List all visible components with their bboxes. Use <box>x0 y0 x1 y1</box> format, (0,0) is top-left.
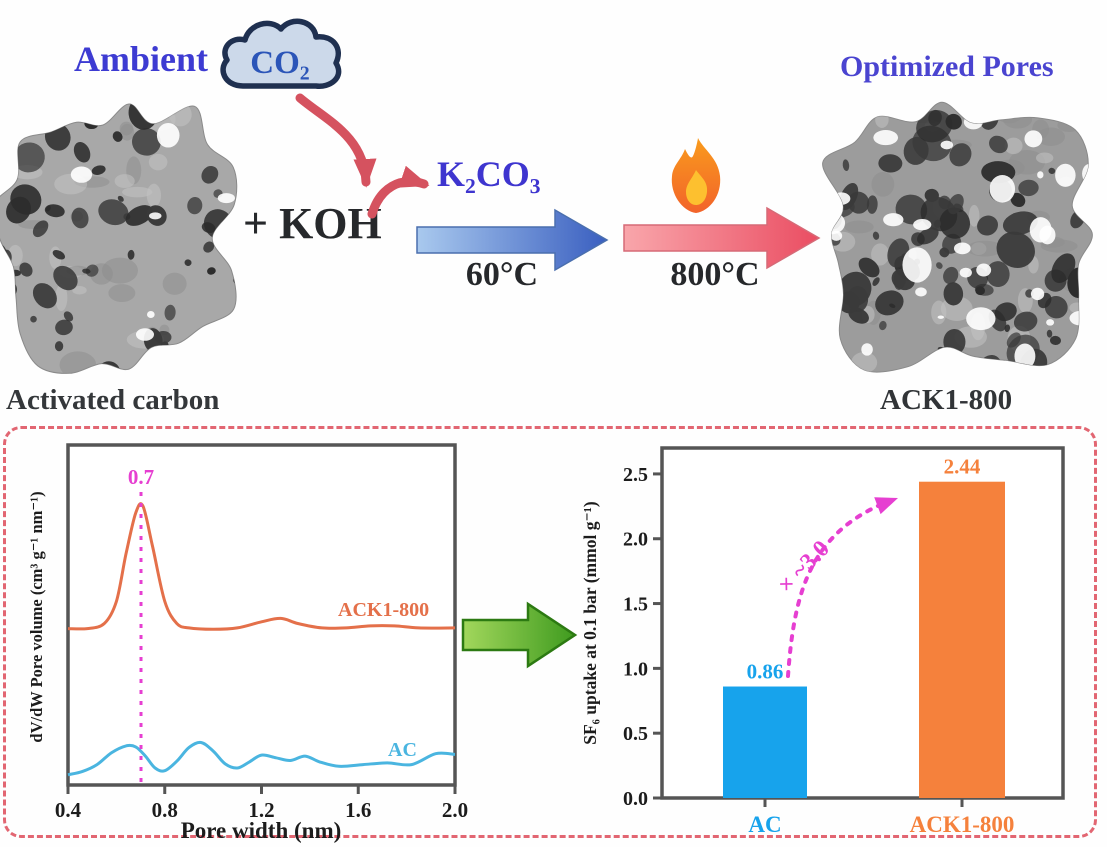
activated-carbon-cube-image <box>0 103 238 374</box>
legend-ac: AC <box>388 739 417 761</box>
ambient-label: Ambient <box>74 39 208 79</box>
left-chart-axes: 0.4 0.8 1.2 1.6 2.0 <box>55 443 468 822</box>
y-tick-label: 2.5 <box>623 464 648 486</box>
y-tick-label: 1.0 <box>623 658 648 680</box>
flame-inner <box>686 170 708 205</box>
pore-size-distribution-chart: 0.4 0.8 1.2 1.6 2.0 0.7 ACK1-800 AC Pore wid… <box>27 443 468 843</box>
cloud-shape <box>220 18 342 89</box>
optimized-carbon-cube-image <box>822 101 1093 373</box>
x-tick-label: 0.4 <box>55 798 82 822</box>
bar-AC <box>723 686 807 798</box>
y-axis-label: SF₆ uptake at 0.1 bar (mmol g⁻¹) <box>580 501 600 745</box>
flame-icon <box>671 138 721 213</box>
y-axis-label: dV/dW Pore volume (cm³ g⁻¹ nm⁻¹) <box>27 491 46 742</box>
high-temp-arrow-icon <box>623 206 821 270</box>
low-temp-arrow-icon <box>416 208 609 272</box>
x-axis-label: Pore width (nm) <box>181 818 342 843</box>
category-label: ACK1-800 <box>910 812 1015 837</box>
category-label: AC <box>748 812 781 837</box>
peak-annotation-label: 0.7 <box>128 465 154 489</box>
bar-ACK1-800 <box>919 481 1005 798</box>
left-chart-curves <box>67 502 456 777</box>
x-tick-label: 2.0 <box>442 798 468 822</box>
result-arrow-icon <box>461 601 578 669</box>
y-tick-label: 2.0 <box>623 529 648 551</box>
k2co3-label: K₂CO₃ <box>437 154 541 194</box>
ack1-800-label: ACK1-800 <box>880 384 1013 416</box>
y-tick-label: 1.5 <box>623 594 648 616</box>
optimized-pores-label: Optimized Pores <box>840 50 1054 83</box>
series-AC <box>67 740 456 777</box>
y-tick-label: 0.5 <box>623 723 648 745</box>
reaction-arrows <box>295 93 430 219</box>
activated-carbon-label: Activated carbon <box>6 384 220 416</box>
temp-800-label: 800°C <box>670 256 760 293</box>
series-ACK1-800 <box>67 502 456 631</box>
x-tick-label: 0.8 <box>152 798 178 822</box>
x-tick-label: 1.6 <box>345 798 371 822</box>
plus-koh-label: + KOH <box>243 199 382 248</box>
y-tick-label: 0.0 <box>623 788 648 810</box>
x-tick-label: 1.2 <box>248 798 274 822</box>
results-panel <box>3 426 1097 838</box>
plot-border <box>66 443 457 787</box>
right-chart-bars: 0.86 AC 2.44 ACK1-800 <box>723 455 1014 837</box>
koh-to-k2co3-arrow-icon <box>367 165 430 219</box>
block-arrow-shape <box>461 601 578 669</box>
uptake-increase-arrow-icon <box>786 502 884 678</box>
temp-60-label: 60°C <box>465 256 539 293</box>
block-arrow-shape <box>416 208 609 272</box>
bar-value-label: 2.44 <box>944 455 981 479</box>
co2-cloud-icon: CO₂ <box>220 18 342 89</box>
legend-ack1-800: ACK1-800 <box>338 599 429 621</box>
co2-to-koh-arrow-icon <box>295 93 377 188</box>
bar-value-label: 0.86 <box>747 660 784 684</box>
co2-label: CO₂ <box>250 45 310 81</box>
block-arrow-shape <box>623 206 821 270</box>
uptake-increase-arrowhead <box>874 497 898 515</box>
